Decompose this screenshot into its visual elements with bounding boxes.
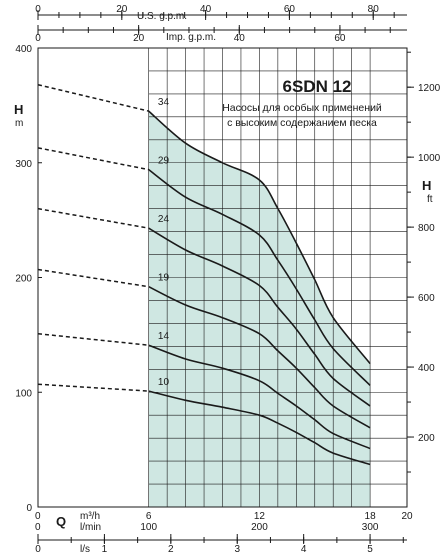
- chart-title: 6SDN 12: [283, 77, 352, 96]
- curve-10: [148, 390, 371, 466]
- curve-label-19: 19: [158, 273, 170, 284]
- left-axis-symbol: H: [14, 102, 23, 117]
- right-axis-tick-label: 1200: [418, 83, 441, 94]
- curve-label-10: 10: [158, 377, 170, 388]
- curve-19: [148, 285, 371, 429]
- top-usgpm-axis-tick-label: 80: [368, 4, 380, 15]
- left-axis-tick-label: 400: [15, 44, 32, 55]
- top-impgpm-axis-tick-label: 0: [35, 33, 41, 44]
- bottom-lmin-unit: l/min: [80, 522, 101, 533]
- right-axis-tick-label: 600: [418, 293, 435, 304]
- curve-24: [148, 227, 371, 407]
- bottom-ls-tick-label: 4: [301, 544, 307, 555]
- right-axis-tick-label: 1000: [418, 153, 441, 164]
- chart-subtitle-line-2: с высоким содержанием песка: [227, 117, 377, 129]
- chart-subtitle-line-1: Насосы для особых применений: [222, 102, 382, 114]
- bottom-m3h-tick-label: 0: [35, 511, 41, 522]
- bottom-m3h-tick-label: 18: [365, 511, 377, 522]
- bottom-ls-tick-label: 5: [367, 544, 373, 555]
- right-axis-tick-label: 800: [418, 223, 435, 234]
- curve-label-29: 29: [158, 156, 170, 167]
- top-impgpm-axis-tick-label: 20: [133, 33, 145, 44]
- bottom-m3h-tick-label: 12: [254, 511, 266, 522]
- top-usgpm-axis-tick-label: 60: [284, 4, 296, 15]
- bottom-ls-unit: l/s: [80, 544, 90, 555]
- left-axis-unit: m: [15, 118, 23, 129]
- bottom-m3h-unit: m³/h: [80, 511, 100, 522]
- curves-layer: 34 29 24 19 14 10: [37, 83, 371, 466]
- left-axis-tick-label: 0: [26, 503, 32, 514]
- bottom-lmin-tick-label: 100: [140, 522, 157, 533]
- bottom-lmin-tick-label: 300: [362, 522, 379, 533]
- curve-label-34: 34: [158, 97, 170, 108]
- right-axis-symbol: H: [422, 178, 431, 193]
- curve-label-24: 24: [158, 214, 170, 225]
- bottom-m3h-tick-label: 20: [401, 511, 413, 522]
- top-impgpm-axis-tick-label: 60: [334, 33, 346, 44]
- curve-dashed-extension: [37, 207, 149, 229]
- bottom-axis-symbol: Q: [56, 514, 66, 529]
- right-axis-unit: ft: [427, 194, 433, 205]
- top-impgpm-axis-tick-label: 40: [234, 33, 246, 44]
- left-axis-tick-label: 100: [15, 388, 32, 399]
- curve-dashed-extension: [37, 332, 149, 346]
- curve-29: [148, 168, 371, 386]
- bottom-ls-tick-label: 2: [168, 544, 174, 555]
- left-axis-tick-label: 300: [15, 159, 32, 170]
- left-axis-tick-label: 200: [15, 274, 32, 285]
- top-usgpm-axis-tick-label: 20: [116, 4, 128, 15]
- bottom-lmin-tick-label: 0: [35, 522, 41, 533]
- curve-34: [148, 110, 371, 365]
- top-usgpm-label: U.S. g.p.m.: [137, 11, 187, 22]
- curve-14: [148, 344, 371, 450]
- curve-dashed-extension: [37, 383, 149, 392]
- bottom-lmin-tick-label: 200: [251, 522, 268, 533]
- curve-dashed-extension: [37, 268, 149, 288]
- bottom-m3h-tick-label: 6: [146, 511, 152, 522]
- curve-label-14: 14: [158, 331, 170, 342]
- bottom-ls-tick-label: 3: [234, 544, 240, 555]
- top-usgpm-axis-tick-label: 0: [35, 4, 41, 15]
- bottom-ls-tick-label: 0: [35, 544, 41, 555]
- top-usgpm-axis-tick-label: 40: [200, 4, 212, 15]
- top-impgpm-label: Imp. g.p.m.: [166, 32, 216, 43]
- curve-dashed-extension: [37, 147, 149, 171]
- curve-dashed-extension: [37, 83, 149, 112]
- right-axis-tick-label: 400: [418, 363, 435, 374]
- right-axis-tick-label: 200: [418, 433, 435, 444]
- bottom-ls-tick-label: 1: [102, 544, 108, 555]
